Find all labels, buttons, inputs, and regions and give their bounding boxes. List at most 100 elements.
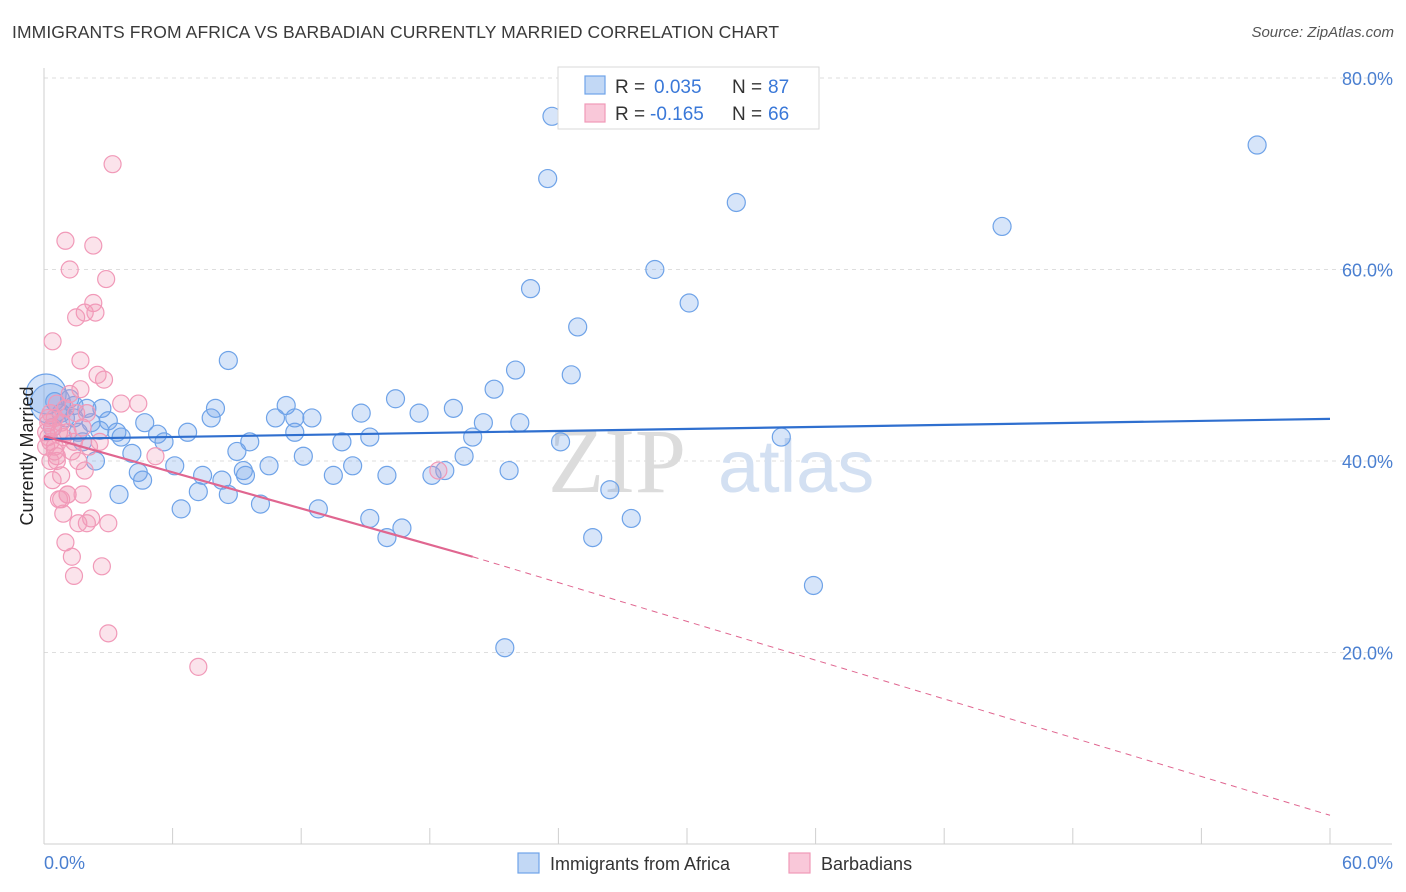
- bottom-legend: Immigrants from Africa Barbadians: [517, 852, 912, 874]
- fit-lines: [43, 417, 1331, 816]
- tick-labels: 20.0% 40.0% 60.0% 80.0% 0.0% 60.0%: [44, 69, 1393, 873]
- legend-n-label-2: N =: [732, 104, 762, 125]
- legend-box: R = 0.035 N = 87 R = -0.165 N = 66: [557, 66, 820, 130]
- data-point-africa: [45, 392, 65, 412]
- data-point-africa: [992, 216, 1012, 237]
- gridlines: [44, 77, 1392, 653]
- data-point-africa: [505, 360, 526, 380]
- data-point-barbadian: [92, 557, 111, 576]
- watermark-zip: ZIP: [548, 410, 686, 512]
- data-point-africa: [165, 456, 185, 476]
- data-point-africa: [240, 432, 260, 452]
- data-point-africa: [302, 408, 322, 428]
- data-point-africa: [454, 446, 474, 466]
- data-point-barbadian: [52, 466, 71, 485]
- source-label: Source: ZipAtlas.com: [1251, 24, 1394, 41]
- data-point-africa: [600, 480, 620, 500]
- data-point-barbadian: [43, 471, 62, 490]
- bottom-legend-swatch-africa: [517, 852, 540, 874]
- data-point-africa: [360, 508, 380, 529]
- data-point-barbadian: [129, 394, 148, 413]
- data-point-barbadian: [39, 408, 58, 428]
- data-point-africa: [1247, 135, 1267, 155]
- data-point-africa: [122, 443, 142, 463]
- data-point-barbadian: [189, 657, 208, 676]
- data-point-barbadian: [60, 384, 79, 404]
- series-africa-points: [25, 106, 1267, 658]
- y-tick-label: 20.0%: [1342, 644, 1393, 664]
- legend-r-value-2: -0.165: [650, 104, 704, 125]
- data-point-africa: [495, 638, 515, 658]
- data-point-barbadian: [429, 461, 448, 480]
- data-point-africa: [499, 460, 519, 481]
- data-point-barbadian: [54, 504, 73, 523]
- data-point-africa: [510, 413, 530, 433]
- data-point-africa: [351, 403, 371, 423]
- data-point-africa: [205, 398, 226, 418]
- data-point-africa: [771, 427, 791, 447]
- data-point-africa: [679, 293, 699, 313]
- data-point-barbadian: [73, 485, 92, 504]
- fit-line-barbadian: [43, 435, 473, 558]
- data-point-africa: [803, 575, 824, 596]
- data-point-africa: [409, 403, 429, 423]
- data-point-africa: [561, 365, 581, 385]
- data-point-barbadian: [60, 260, 79, 279]
- fit-line-africa: [43, 417, 1331, 441]
- data-point-africa: [265, 408, 286, 428]
- watermark-atlas: atlas: [718, 425, 874, 508]
- data-point-barbadian: [99, 624, 118, 643]
- data-point-barbadian: [69, 451, 88, 471]
- data-point-barbadian: [56, 231, 75, 250]
- data-point-barbadian: [62, 547, 81, 566]
- y-axis-label: Currently Married: [17, 386, 37, 525]
- data-point-barbadian: [71, 351, 90, 370]
- data-point-barbadian: [112, 394, 131, 413]
- data-point-barbadian: [64, 566, 84, 586]
- bottom-legend-africa: Immigrants from Africa: [550, 854, 731, 874]
- data-point-africa: [332, 432, 352, 452]
- data-point-barbadian: [56, 399, 75, 418]
- data-point-barbadian: [97, 269, 116, 289]
- data-point-africa: [250, 494, 271, 514]
- data-point-africa: [201, 408, 221, 428]
- data-point-barbadian: [43, 332, 62, 351]
- data-point-barbadian: [90, 432, 109, 451]
- legend-swatch-barbadian: [584, 103, 606, 123]
- data-point-africa: [645, 259, 665, 280]
- legend-n-value-1: 87: [768, 77, 789, 98]
- data-point-africa: [285, 408, 305, 428]
- data-point-barbadian: [47, 394, 66, 413]
- data-point-africa: [135, 413, 155, 433]
- legend-swatch-africa: [584, 75, 606, 95]
- legend-n-value-2: 66: [768, 104, 789, 125]
- data-point-africa: [227, 441, 247, 462]
- data-point-barbadian: [103, 155, 122, 174]
- y-tick-label: 80.0%: [1342, 69, 1393, 89]
- series-barbadian-points: [37, 155, 448, 676]
- data-point-africa: [218, 350, 238, 371]
- data-point-barbadian: [73, 418, 92, 437]
- chart-title: IMMIGRANTS FROM AFRICA VS BARBADIAN CURR…: [12, 22, 780, 42]
- data-point-barbadian: [45, 442, 64, 461]
- legend-r-value-1: 0.035: [654, 77, 702, 98]
- data-point-barbadian: [58, 485, 77, 504]
- fit-line-barbadian-extrapolated: [472, 556, 1331, 816]
- data-point-africa: [132, 470, 153, 490]
- legend-r-label-2: R =: [615, 104, 645, 125]
- data-point-africa: [285, 422, 305, 442]
- data-point-barbadian: [77, 404, 96, 423]
- legend-n-label-1: N =: [732, 77, 762, 98]
- data-point-africa: [235, 465, 256, 485]
- data-point-africa: [583, 527, 603, 548]
- data-point-barbadian: [71, 380, 90, 399]
- data-point-barbadian: [84, 236, 103, 255]
- data-point-barbadian: [82, 509, 101, 528]
- data-point-africa: [308, 499, 328, 519]
- data-point-africa: [568, 317, 588, 337]
- x-tick-label: 60.0%: [1342, 853, 1393, 873]
- data-point-africa: [484, 379, 504, 399]
- data-point-barbadian: [94, 370, 114, 389]
- data-point-barbadian: [67, 308, 86, 327]
